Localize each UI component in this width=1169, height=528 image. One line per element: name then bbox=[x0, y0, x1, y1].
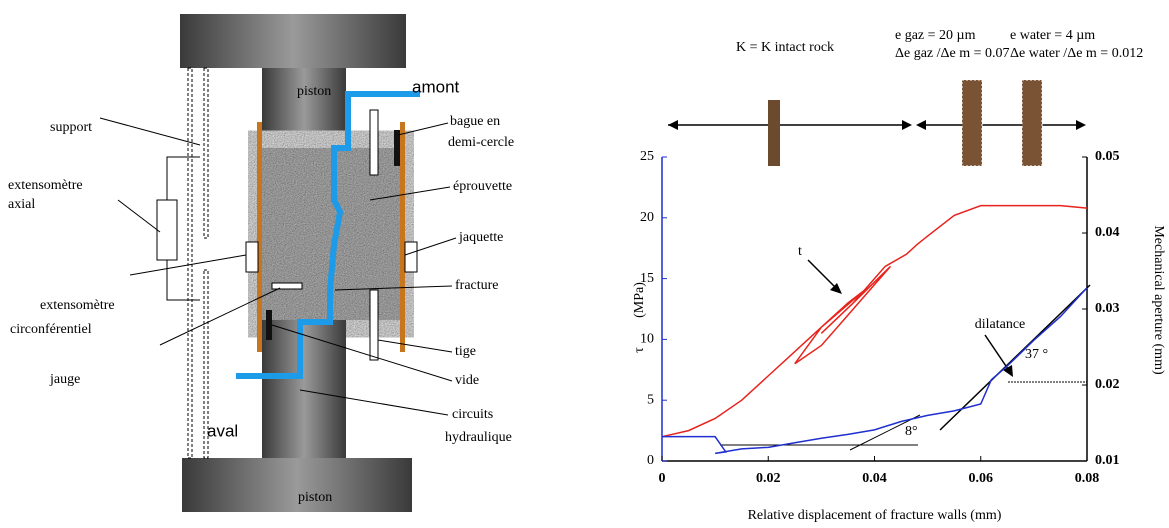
diagram-label: piston bbox=[297, 84, 331, 99]
leader bbox=[99, 117, 201, 146]
data-line bbox=[661, 204, 1088, 438]
hydraulic-circuit bbox=[236, 91, 420, 379]
arrow-head bbox=[668, 120, 678, 130]
annotation: e gaz = 20 µm bbox=[895, 28, 976, 43]
support-rod bbox=[187, 67, 193, 459]
diagram-label: axial bbox=[8, 197, 35, 212]
x-tick-label: 0.04 bbox=[862, 471, 887, 486]
bottom-cap bbox=[182, 458, 412, 512]
leader bbox=[117, 199, 161, 233]
lower-piston bbox=[262, 320, 346, 458]
diagram-label: piston bbox=[298, 490, 332, 505]
rod bbox=[369, 109, 379, 176]
diagram-label: aval bbox=[207, 421, 238, 440]
x-axis-label: Relative displacement of fracture walls … bbox=[748, 508, 1002, 523]
annotation-arrow bbox=[807, 259, 839, 291]
y-axis-unit: (MPa) bbox=[632, 282, 647, 318]
leader bbox=[377, 339, 453, 353]
jacket bbox=[400, 122, 405, 352]
y-tick-label: 10 bbox=[640, 332, 654, 347]
data-line bbox=[662, 287, 1088, 455]
leader bbox=[404, 237, 457, 256]
extensometer-arm bbox=[166, 156, 200, 200]
annotation: 37 ° bbox=[1025, 347, 1048, 362]
diagram-label: hydraulique bbox=[445, 430, 512, 445]
arrow-head bbox=[902, 120, 912, 130]
y-tick-label: 0 bbox=[647, 453, 654, 468]
clip bbox=[245, 241, 259, 273]
diagram-label: jauge bbox=[49, 372, 80, 387]
arrow-head bbox=[1003, 365, 1013, 377]
y-tick-label: 25 bbox=[640, 149, 654, 164]
rock-sample bbox=[961, 79, 983, 167]
leader bbox=[159, 287, 281, 346]
diagram-label: éprouvette bbox=[453, 179, 512, 194]
support-rod bbox=[203, 269, 209, 459]
ring bbox=[394, 130, 400, 166]
annotation: 8° bbox=[905, 424, 918, 439]
annotation-arrow bbox=[984, 334, 1011, 373]
leader bbox=[299, 389, 449, 416]
arrow-head bbox=[1076, 120, 1086, 130]
annotation: e water = 4 µm bbox=[1010, 28, 1095, 43]
top-cap bbox=[180, 14, 406, 68]
rock-sample bbox=[1021, 79, 1043, 167]
annotation: dilatance bbox=[975, 317, 1026, 332]
support-rod bbox=[203, 67, 209, 239]
ring bbox=[266, 310, 272, 340]
diagram-label: extensomètre bbox=[8, 178, 83, 193]
annotation: Δe gaz /Δe m = 0.07 bbox=[895, 46, 1010, 61]
diagram-label: amont bbox=[412, 77, 460, 96]
x-tick-label: 0.08 bbox=[1075, 471, 1100, 486]
y2-tick-label: 0.02 bbox=[1095, 377, 1120, 392]
leader bbox=[334, 285, 453, 291]
diagram-label: vide bbox=[455, 373, 479, 388]
annotation: t bbox=[798, 244, 802, 259]
annotation: K = K intact rock bbox=[736, 40, 834, 55]
diagram-label: bague en bbox=[450, 114, 500, 129]
y-tick-label: 20 bbox=[640, 210, 654, 225]
diagram: support extensomètre axial extensomètre … bbox=[8, 14, 514, 512]
diagram-label: support bbox=[50, 120, 92, 135]
leader bbox=[271, 324, 453, 382]
gauge bbox=[271, 282, 303, 290]
rod bbox=[369, 289, 379, 361]
y2-tick-label: 0.05 bbox=[1095, 149, 1120, 164]
diagram-label: circonférentiel bbox=[10, 322, 92, 337]
x-tick-label: 0 bbox=[659, 471, 666, 486]
y-tick-label: 15 bbox=[640, 271, 654, 286]
arrow-head bbox=[830, 283, 842, 294]
axial-extensometer bbox=[156, 199, 178, 261]
y-axis-symbol: τ bbox=[632, 347, 647, 353]
diagram-label: tige bbox=[455, 344, 476, 359]
diagram-label: circuits bbox=[452, 407, 493, 422]
leader bbox=[369, 186, 451, 201]
chart-decor bbox=[668, 79, 1091, 451]
extensometer-arm bbox=[166, 260, 200, 301]
diagram-label: jaquette bbox=[458, 230, 503, 245]
y2-tick-label: 0.01 bbox=[1095, 453, 1120, 468]
diagram-label: demi-cercle bbox=[448, 135, 514, 150]
x-tick-label: 0.02 bbox=[756, 471, 781, 486]
y2-axis-label: Mechanical aperture (mm) bbox=[1151, 225, 1166, 375]
jacket bbox=[257, 122, 262, 352]
leader bbox=[129, 254, 247, 276]
arrow-head bbox=[916, 120, 926, 130]
chart: 0 0.02 0.04 0.06 0.08 0 5 10 15 20 25 0.01 0.02 0.03 0… bbox=[632, 28, 1166, 523]
upper-piston bbox=[262, 68, 346, 148]
leader bbox=[397, 122, 449, 136]
rock-sample bbox=[768, 100, 780, 166]
x-tick-label: 0.06 bbox=[969, 471, 994, 486]
diagram-label: fracture bbox=[455, 278, 499, 293]
y2-tick-label: 0.04 bbox=[1095, 225, 1120, 240]
y2-tick-label: 0.03 bbox=[1095, 301, 1120, 316]
fit-line bbox=[849, 414, 921, 451]
clip bbox=[404, 241, 418, 273]
y-tick-label: 5 bbox=[647, 392, 654, 407]
diagram-label: extensomètre bbox=[40, 298, 115, 313]
annotation: Δe water /Δe m = 0.012 bbox=[1010, 46, 1143, 61]
